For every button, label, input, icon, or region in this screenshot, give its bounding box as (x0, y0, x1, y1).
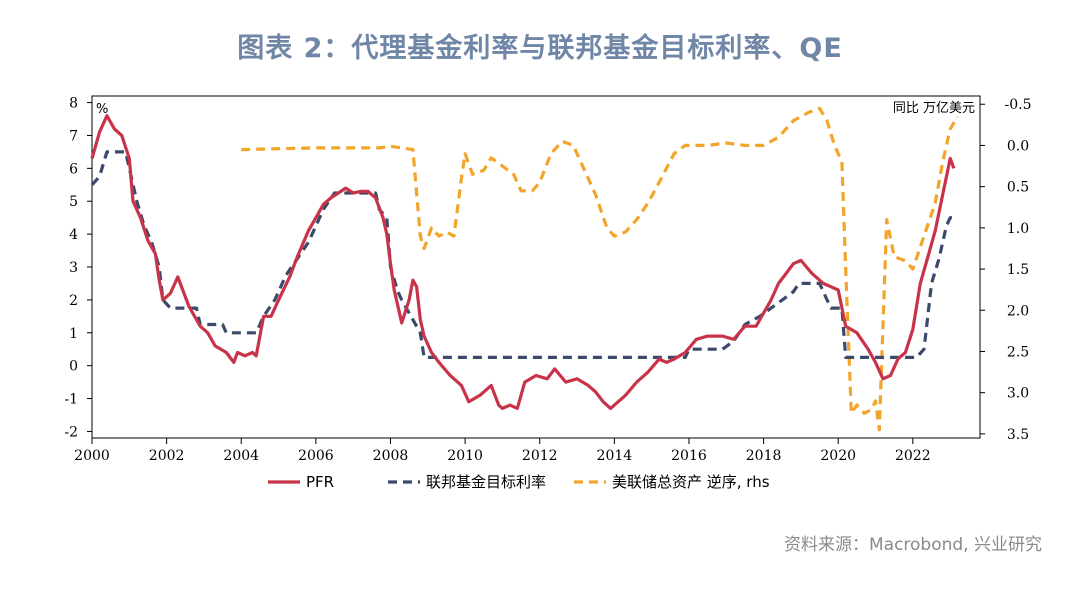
pfr-line (90, 114, 956, 410)
source-note: 资料来源：Macrobond, 兴业研究 (783, 535, 1042, 555)
y-right-tick-label: 0.5 (1007, 180, 1029, 196)
fed-target-line (90, 150, 954, 359)
y-right-tick-label: 3.0 (1007, 386, 1029, 402)
y-right-tick-label: 0.0 (1007, 138, 1029, 154)
legend: PFR 联邦基金目标利率 美联储总资产 逆序, rhs (268, 473, 770, 491)
y-axis-right: -0.5 0.0 0.5 1.0 1.5 2.0 2.5 3.0 3.5 (980, 97, 1032, 443)
legend-label: PFR (306, 473, 334, 491)
y-right-tick-label: 1.0 (1007, 221, 1029, 237)
chart-title: 图表 2：代理基金利率与联邦基金目标利率、QE (237, 33, 843, 64)
y-right-tick-label: -0.5 (1005, 97, 1032, 113)
y-left-tick-label: 5 (69, 194, 78, 210)
series-lines (90, 106, 959, 432)
left-axis-unit: % (96, 102, 108, 117)
x-tick-label: 2020 (820, 448, 856, 464)
x-tick-label: 2016 (671, 448, 707, 464)
right-axis-unit: 同比 万亿美元 (893, 101, 975, 116)
y-left-tick-label: 1 (69, 326, 78, 342)
x-tick-label: 2010 (447, 448, 483, 464)
y-left-tick-label: 8 (69, 96, 78, 112)
x-tick-label: 2022 (895, 448, 931, 464)
x-axis: 2000 2002 2004 2006 2008 2010 2012 2014 2016 2018… (74, 438, 931, 464)
y-right-tick-label: 1.5 (1007, 262, 1029, 278)
x-tick-label: 2008 (373, 448, 409, 464)
y-left-tick-label: 6 (69, 161, 78, 177)
x-tick-label: 2006 (298, 448, 334, 464)
y-left-tick-label: 2 (69, 293, 78, 309)
y-left-tick-label: 7 (69, 128, 78, 144)
y-right-tick-label: 2.5 (1007, 344, 1029, 360)
x-tick-label: 2012 (522, 448, 558, 464)
y-left-tick-label: -2 (64, 424, 78, 440)
fed-assets-line (241, 106, 959, 432)
x-tick-label: 2018 (746, 448, 782, 464)
y-right-tick-label: 3.5 (1007, 427, 1029, 443)
legend-label: 联邦基金目标利率 (426, 473, 546, 491)
y-right-tick-label: 2.0 (1007, 303, 1029, 319)
legend-label: 美联储总资产 逆序, rhs (612, 473, 770, 491)
x-tick-label: 2000 (74, 448, 110, 464)
x-tick-label: 2002 (149, 448, 185, 464)
y-left-tick-label: -1 (64, 392, 78, 408)
y-axis-left: 8 7 6 5 4 3 2 1 0 -1 -2 (64, 96, 92, 440)
y-left-tick-label: 3 (69, 260, 78, 276)
x-tick-label: 2014 (597, 448, 633, 464)
y-left-tick-label: 4 (69, 227, 78, 243)
x-tick-label: 2004 (223, 448, 259, 464)
y-left-tick-label: 0 (69, 359, 78, 375)
